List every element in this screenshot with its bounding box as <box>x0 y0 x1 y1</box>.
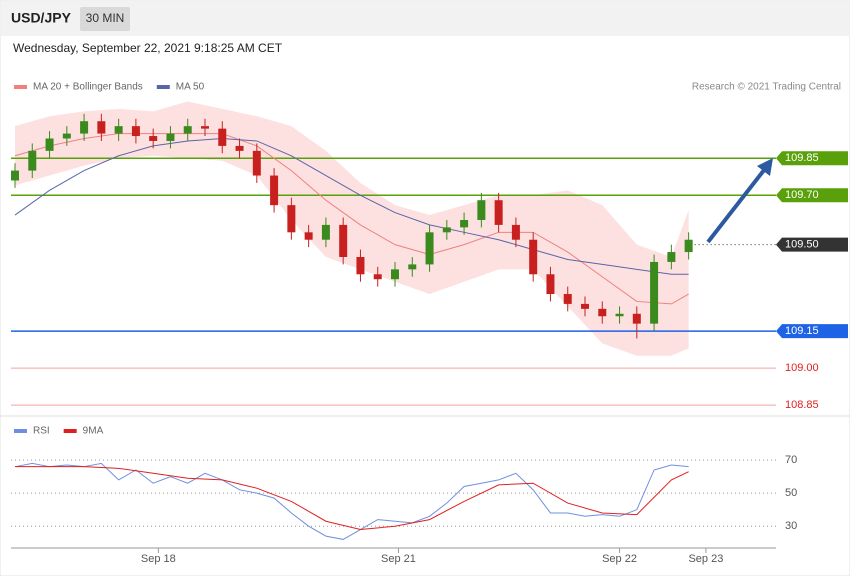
candle-body <box>28 150 37 171</box>
legend-label: MA 50 <box>176 82 205 93</box>
candle-body <box>201 126 209 129</box>
candle-body <box>149 136 158 141</box>
level-tag <box>776 237 848 252</box>
moving-average <box>14 133 689 305</box>
forecast-arrow <box>706 163 770 244</box>
indicator-line <box>14 462 689 540</box>
level-label: 109.00 <box>785 362 819 374</box>
candle-body <box>270 175 279 206</box>
timestamp: Wednesday, September 22, 2021 9:18:25 AM… <box>13 41 283 55</box>
candle-body <box>667 252 676 262</box>
y-tick-label: 70 <box>785 454 797 466</box>
candle-body <box>218 128 227 146</box>
candle-body <box>373 274 382 280</box>
candle-body <box>97 121 106 134</box>
level-label: 109.15 <box>785 325 819 337</box>
candle-body <box>615 313 624 317</box>
legend-label: RSI <box>33 426 50 437</box>
header-bar <box>1 1 849 36</box>
interval: 30 MIN <box>86 11 125 25</box>
candle-body <box>391 269 399 280</box>
level-label: 109.70 <box>785 189 819 201</box>
level-tag <box>776 188 848 203</box>
candle-body <box>183 126 192 134</box>
candle-body <box>62 133 71 139</box>
legend-swatch <box>63 429 77 433</box>
level-tag <box>776 151 848 166</box>
candle-body <box>581 303 589 309</box>
level-tag <box>776 324 848 339</box>
candle-body <box>650 261 659 324</box>
y-tick-label: 30 <box>785 520 797 532</box>
candle-body <box>166 133 175 141</box>
candle-body <box>563 294 572 304</box>
x-tick-label: Sep 18 <box>141 553 176 565</box>
candle-body <box>598 308 607 317</box>
candle-body <box>321 224 330 240</box>
moving-average <box>14 137 689 275</box>
legend-label: MA 20 + Bollinger Bands <box>33 82 143 93</box>
x-tick-label: Sep 21 <box>381 553 416 565</box>
interval-badge <box>80 7 130 31</box>
candle-body <box>425 232 434 265</box>
symbol: USD/JPY <box>11 10 72 26</box>
credit: Research © 2021 Trading Central <box>692 82 841 93</box>
candle-body <box>477 200 486 220</box>
level-label: 109.50 <box>785 239 819 251</box>
candle-body <box>511 224 520 240</box>
candle-body <box>80 121 89 134</box>
legend-swatch <box>14 429 27 433</box>
level-label: 108.85 <box>785 399 819 411</box>
forecast-arrowhead <box>757 158 773 176</box>
candle-body <box>356 257 365 275</box>
bollinger-band <box>15 101 689 356</box>
candle-body <box>45 138 54 151</box>
candle-body <box>546 274 555 295</box>
candle-body <box>494 200 503 225</box>
candle-body <box>114 126 123 134</box>
legend-swatch <box>14 85 27 89</box>
candle-body <box>529 239 538 275</box>
indicator-line <box>15 466 689 531</box>
x-tick-label: Sep 23 <box>688 553 723 565</box>
candle-body <box>304 232 313 240</box>
legend-swatch <box>156 85 170 89</box>
candle-body <box>131 126 140 137</box>
candle-body <box>287 205 296 233</box>
candle-body <box>684 239 693 253</box>
candle-body <box>442 227 451 233</box>
legend-label: 9MA <box>83 426 104 437</box>
candle-body <box>339 224 348 257</box>
x-tick-label: Sep 22 <box>602 553 637 565</box>
candle-body <box>252 150 261 176</box>
candle-body <box>460 219 469 228</box>
candle-body <box>632 313 641 324</box>
y-tick-label: 50 <box>785 487 797 499</box>
candle-body <box>408 264 417 270</box>
level-label: 109.85 <box>785 152 819 164</box>
candle-body <box>11 170 19 181</box>
candle-body <box>235 145 244 151</box>
